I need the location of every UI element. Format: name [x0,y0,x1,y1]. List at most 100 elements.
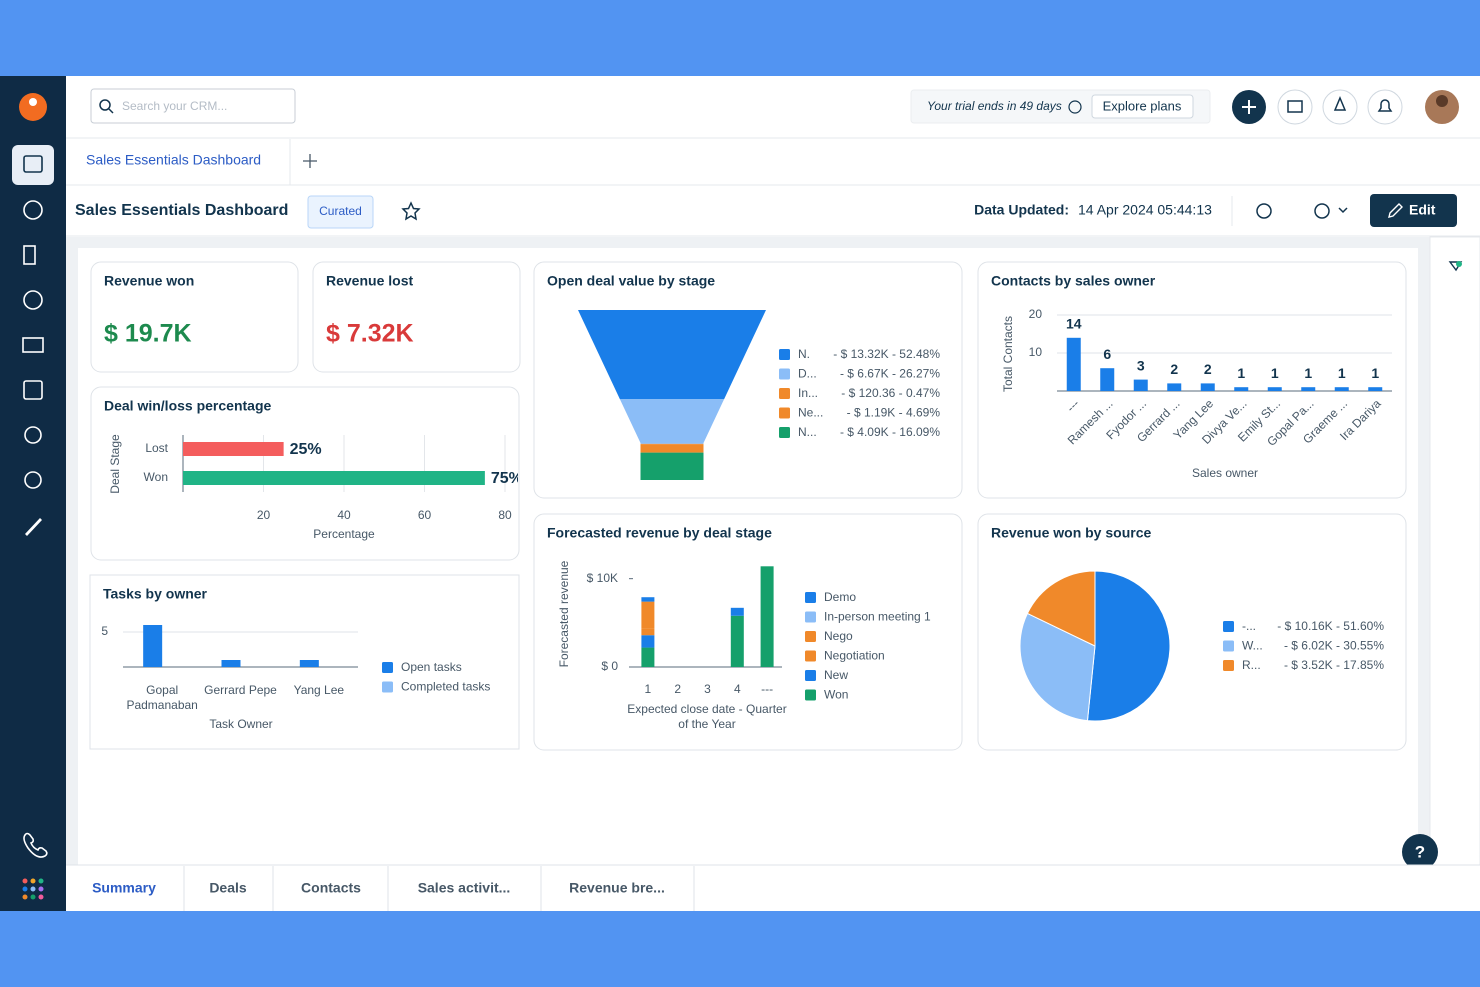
data-label: 1 [1271,365,1279,381]
bar [1133,379,1148,391]
x-axis-label: Task Owner [209,717,272,731]
nav-apps-icon[interactable] [22,878,44,900]
data-label: 1 [1304,365,1312,381]
bottom-tab[interactable]: Contacts [301,880,361,896]
bar-segment [641,628,655,636]
nav-reports-icon[interactable] [23,380,43,400]
legend-value: - $ 6.67K - 26.27% [840,367,940,381]
help-button-label: ? [1415,842,1425,861]
card-title: Revenue won by source [991,525,1151,541]
x-tick-label-box: Gopal Padmanaban [126,683,197,712]
bottom-tab[interactable]: Sales activit... [418,880,511,896]
y-tick-label: $ 0 [601,659,618,673]
updated-value: 14 Apr 2024 05:44:13 [1078,202,1212,218]
edit-button-label: Edit [1409,202,1436,218]
bar [1334,387,1349,391]
legend-value: - $ 3.52K - 17.85% [1284,658,1384,672]
search-box[interactable] [90,88,296,124]
notifications-button[interactable] [1367,89,1403,125]
mail-icon [1287,100,1303,113]
legend-label: Nego [824,629,853,643]
bar-segment [641,647,655,667]
nav-accounts-icon[interactable] [23,245,36,265]
sidebar [0,76,66,911]
data-label: 6 [1103,346,1111,362]
bar [143,625,163,667]
nav-settings-icon[interactable] [24,426,42,444]
card-title: Open deal value by stage [547,273,715,289]
x-tick-label: Yang Lee [293,683,345,697]
logo[interactable] [19,93,47,121]
legend-label: New [824,668,848,682]
legend-label: Ne... [798,406,823,420]
funnel-segment [640,452,704,480]
right-strip [1429,236,1480,866]
updated-label: Data Updated: [974,202,1069,218]
bottom-tab-active[interactable]: Summary [92,880,156,896]
data-label: 75% [491,470,523,487]
dashboard-tab[interactable]: Sales Essentials Dashboard [86,152,261,168]
legend-value: - $ 1.19K - 4.69% [847,406,941,420]
y-tick-label: 5 [101,624,108,638]
legend-swatch [779,388,790,399]
y-tick-label: 20 [1029,307,1043,321]
nav-mail-icon[interactable] [22,337,44,353]
explore-button[interactable] [1091,94,1194,119]
funnel-segment [640,444,704,453]
info-icon[interactable] [1068,100,1082,114]
legend-swatch [779,407,790,419]
legend-swatch [1223,621,1234,632]
x-tick-label-box: Yang Lee [293,683,345,697]
x-axis-label-box: Expected close date - Quarter of the Yea… [627,702,786,731]
legend-label: W... [1242,639,1263,653]
add-tab[interactable] [303,154,317,168]
x-tick-label: 3 [704,682,711,696]
favorite-star[interactable] [401,201,421,221]
data-label: 3 [1137,357,1145,373]
legend-label: D... [798,367,817,381]
help-button[interactable] [1402,834,1438,870]
bar-segment [730,607,744,616]
launch-button[interactable] [1322,89,1358,125]
y-axis-label: Forecasted revenue [557,560,571,667]
bar-segment [641,601,655,629]
nav-integrations-icon[interactable] [24,471,42,489]
legend-swatch [805,670,816,681]
bar [299,660,319,667]
x-tick-label: 4 [734,682,741,696]
legend-label: Completed tasks [401,680,490,694]
legend-swatch [779,427,790,438]
mail-button[interactable] [1277,89,1313,125]
avatar-face [1436,95,1448,107]
kpi-value: $ 19.7K [104,320,192,348]
card-title: Forecasted revenue by deal stage [547,525,772,541]
legend-label: Won [824,688,848,702]
bar [1368,387,1383,391]
edit-button[interactable] [1370,194,1457,227]
bar [1200,383,1215,391]
legend-swatch [779,368,790,380]
x-tick-label-box: Gerrard Pepe [204,683,277,697]
export-icon[interactable] [1314,203,1330,219]
dashboard-title: Sales Essentials Dashboard [75,202,288,219]
data-label: 1 [1237,365,1245,381]
help-icon[interactable] [1256,203,1272,219]
bar [1301,387,1316,391]
nav-active[interactable] [12,145,54,185]
x-tick-label: --- [761,682,773,696]
bottom-tab[interactable]: Deals [209,880,247,896]
explore-button-label: Explore plans [1103,98,1182,113]
y-axis-label: Deal Stage [108,434,122,494]
pie-slice [1019,612,1096,722]
y-tick-label: Lost [145,441,168,455]
nav-deals-icon[interactable] [23,290,43,310]
nav-rocket-icon[interactable] [25,518,42,536]
nav-contacts-icon[interactable] [23,200,43,220]
bottom-tab[interactable]: Revenue bre... [569,880,665,896]
export-chevron[interactable] [1338,207,1348,214]
nav-phone-icon[interactable] [23,832,48,858]
legend-label: In... [798,386,818,400]
legend-label: N. [798,347,810,361]
legend-swatch [382,681,393,693]
